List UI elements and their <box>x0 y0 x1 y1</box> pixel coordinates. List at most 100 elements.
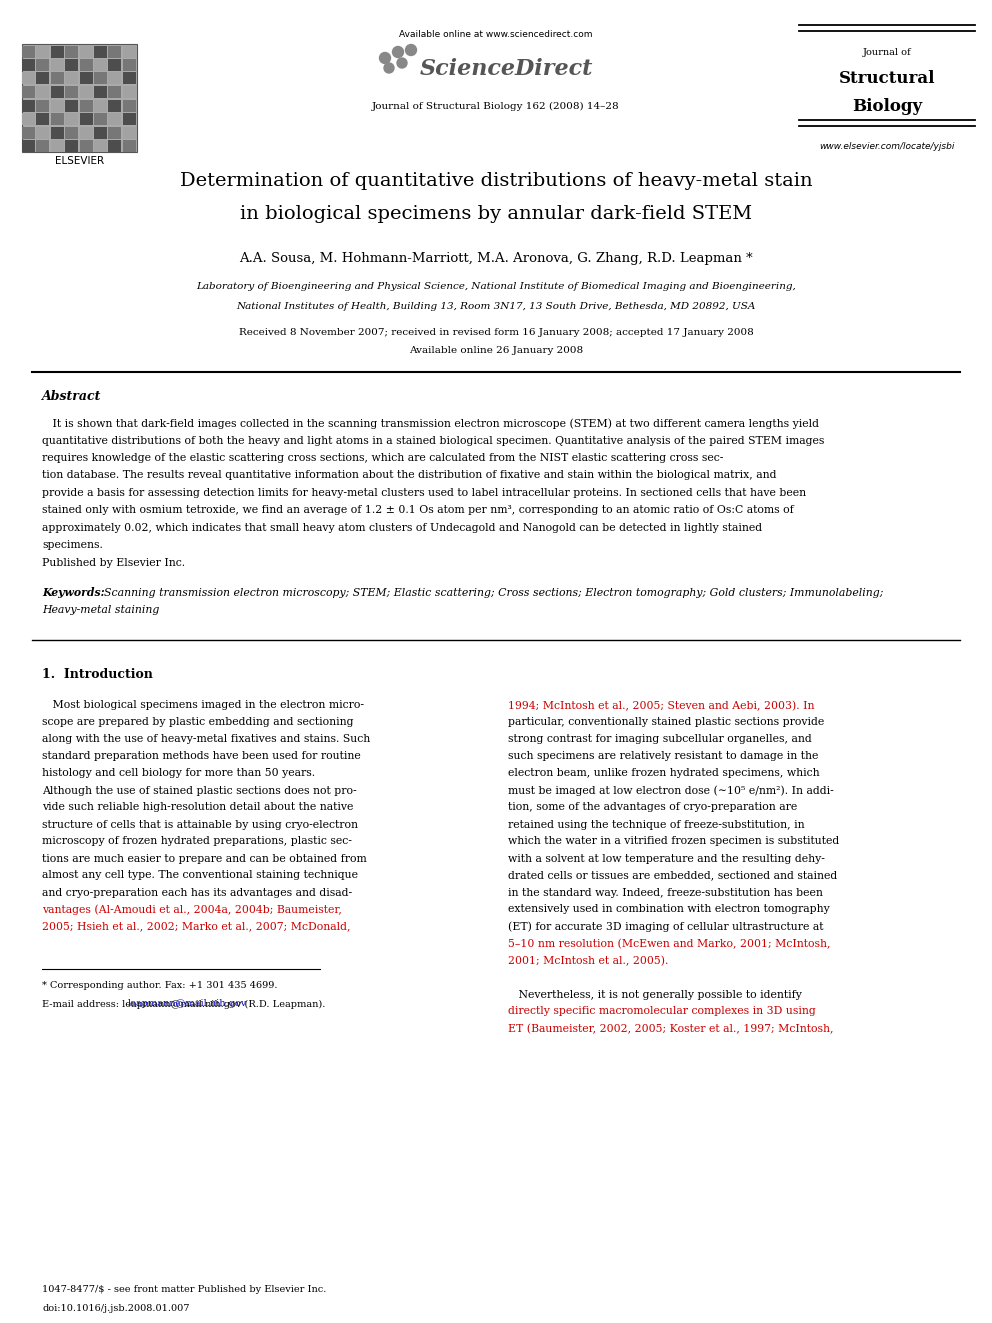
Text: vide such reliable high-resolution detail about the native: vide such reliable high-resolution detai… <box>42 803 353 812</box>
Text: along with the use of heavy-metal fixatives and stains. Such: along with the use of heavy-metal fixati… <box>42 734 370 745</box>
Text: retained using the technique of freeze-substitution, in: retained using the technique of freeze-s… <box>508 819 805 830</box>
Text: doi:10.1016/j.jsb.2008.01.007: doi:10.1016/j.jsb.2008.01.007 <box>42 1304 189 1312</box>
Text: Although the use of stained plastic sections does not pro-: Although the use of stained plastic sect… <box>42 786 357 795</box>
Text: Laboratory of Bioengineering and Physical Science, National Institute of Biomedi: Laboratory of Bioengineering and Physica… <box>196 282 796 291</box>
Text: scope are prepared by plastic embedding and sectioning: scope are prepared by plastic embedding … <box>42 717 353 728</box>
Bar <box>51 86 63 98</box>
Text: A.A. Sousa, M. Hohmann-Marriott, M.A. Aronova, G. Zhang, R.D. Leapman *: A.A. Sousa, M. Hohmann-Marriott, M.A. Ar… <box>239 251 753 265</box>
Bar <box>123 73 136 85</box>
Text: Biology: Biology <box>852 98 922 115</box>
Text: with a solvent at low temperature and the resulting dehy-: with a solvent at low temperature and th… <box>508 853 825 864</box>
Bar <box>37 127 50 139</box>
Text: tion, some of the advantages of cryo-preparation are: tion, some of the advantages of cryo-pre… <box>508 803 798 812</box>
Text: Received 8 November 2007; received in revised form 16 January 2008; accepted 17 : Received 8 November 2007; received in re… <box>239 328 753 337</box>
Bar <box>123 45 136 57</box>
Text: Structural: Structural <box>839 70 935 87</box>
Bar <box>79 140 92 152</box>
Text: histology and cell biology for more than 50 years.: histology and cell biology for more than… <box>42 769 315 778</box>
Bar <box>108 112 121 124</box>
Text: approximately 0.02, which indicates that small heavy atom clusters of Undecagold: approximately 0.02, which indicates that… <box>42 523 762 533</box>
Bar <box>65 45 78 57</box>
Text: specimens.: specimens. <box>42 541 103 550</box>
Text: drated cells or tissues are embedded, sectioned and stained: drated cells or tissues are embedded, se… <box>508 871 837 881</box>
Bar <box>108 73 121 85</box>
Bar <box>79 112 92 124</box>
Text: quantitative distributions of both the heavy and light atoms in a stained biolog: quantitative distributions of both the h… <box>42 435 824 446</box>
Text: stained only with osmium tetroxide, we find an average of 1.2 ± 0.1 Os atom per : stained only with osmium tetroxide, we f… <box>42 505 794 516</box>
Bar <box>108 127 121 139</box>
Bar <box>79 127 92 139</box>
Bar <box>22 60 35 71</box>
Bar <box>37 73 50 85</box>
Text: such specimens are relatively resistant to damage in the: such specimens are relatively resistant … <box>508 751 818 762</box>
Text: must be imaged at low electron dose (∼10⁵ e/nm²). In addi-: must be imaged at low electron dose (∼10… <box>508 786 833 796</box>
Bar <box>123 127 136 139</box>
Bar <box>22 73 35 85</box>
Text: extensively used in combination with electron tomography: extensively used in combination with ele… <box>508 905 829 914</box>
Text: Heavy-metal staining: Heavy-metal staining <box>42 605 160 615</box>
Bar <box>65 127 78 139</box>
Text: 1.  Introduction: 1. Introduction <box>42 668 153 681</box>
Text: provide a basis for assessing detection limits for heavy-metal clusters used to : provide a basis for assessing detection … <box>42 488 806 497</box>
Bar <box>79 60 92 71</box>
Circle shape <box>397 58 407 67</box>
Bar <box>94 60 107 71</box>
Bar <box>22 140 35 152</box>
Text: Keywords:: Keywords: <box>42 587 108 598</box>
Text: tions are much easier to prepare and can be obtained from: tions are much easier to prepare and can… <box>42 853 367 864</box>
Bar <box>37 60 50 71</box>
Text: 1047-8477/$ - see front matter Published by Elsevier Inc.: 1047-8477/$ - see front matter Published… <box>42 1285 326 1294</box>
Circle shape <box>380 53 391 64</box>
Text: Determination of quantitative distributions of heavy-metal stain: Determination of quantitative distributi… <box>180 172 812 191</box>
Bar <box>94 86 107 98</box>
Text: which the water in a vitrified frozen specimen is substituted: which the water in a vitrified frozen sp… <box>508 836 839 847</box>
Bar <box>123 60 136 71</box>
Bar <box>123 99 136 111</box>
Bar <box>51 45 63 57</box>
Text: structure of cells that is attainable by using cryo-electron: structure of cells that is attainable by… <box>42 819 358 830</box>
Text: in the standard way. Indeed, freeze-substitution has been: in the standard way. Indeed, freeze-subs… <box>508 888 823 897</box>
Text: and cryo-preparation each has its advantages and disad-: and cryo-preparation each has its advant… <box>42 888 352 897</box>
Bar <box>79 86 92 98</box>
Text: It is shown that dark-field images collected in the scanning transmission electr: It is shown that dark-field images colle… <box>42 418 819 429</box>
Bar <box>94 99 107 111</box>
Text: 2001; McIntosh et al., 2005).: 2001; McIntosh et al., 2005). <box>508 955 669 966</box>
Bar <box>51 127 63 139</box>
Bar <box>22 112 35 124</box>
Bar <box>65 112 78 124</box>
Bar <box>65 73 78 85</box>
Text: Most biological specimens imaged in the electron micro-: Most biological specimens imaged in the … <box>42 700 364 710</box>
Bar <box>94 73 107 85</box>
Text: Abstract: Abstract <box>42 390 101 404</box>
Text: electron beam, unlike frozen hydrated specimens, which: electron beam, unlike frozen hydrated sp… <box>508 769 819 778</box>
Bar <box>37 112 50 124</box>
Bar <box>51 60 63 71</box>
Bar <box>22 99 35 111</box>
Text: Published by Elsevier Inc.: Published by Elsevier Inc. <box>42 558 186 568</box>
Bar <box>22 45 35 57</box>
Bar <box>22 86 35 98</box>
Bar <box>65 86 78 98</box>
Text: vantages (Al-Amoudi et al., 2004a, 2004b; Baumeister,: vantages (Al-Amoudi et al., 2004a, 2004b… <box>42 905 342 916</box>
Text: * Corresponding author. Fax: +1 301 435 4699.: * Corresponding author. Fax: +1 301 435 … <box>42 980 278 990</box>
Circle shape <box>393 46 404 57</box>
Bar <box>79 45 92 57</box>
Bar <box>65 99 78 111</box>
Bar <box>79 99 92 111</box>
Text: Journal of Structural Biology 162 (2008) 14–28: Journal of Structural Biology 162 (2008)… <box>372 102 620 111</box>
Text: 1994; McIntosh et al., 2005; Steven and Aebi, 2003). In: 1994; McIntosh et al., 2005; Steven and … <box>508 700 814 710</box>
Text: leapmann@mail.nih.gov: leapmann@mail.nih.gov <box>128 999 247 1008</box>
Text: 2005; Hsieh et al., 2002; Marko et al., 2007; McDonald,: 2005; Hsieh et al., 2002; Marko et al., … <box>42 922 350 931</box>
Bar <box>123 140 136 152</box>
Bar <box>37 140 50 152</box>
Bar <box>65 140 78 152</box>
Bar <box>108 140 121 152</box>
Text: E-mail address: leapmann@mail.nih.gov (R.D. Leapman).: E-mail address: leapmann@mail.nih.gov (R… <box>42 999 325 1008</box>
Text: Available online at www.sciencedirect.com: Available online at www.sciencedirect.co… <box>399 30 593 38</box>
Text: almost any cell type. The conventional staining technique: almost any cell type. The conventional s… <box>42 871 358 881</box>
Bar <box>108 99 121 111</box>
Text: Available online 26 January 2008: Available online 26 January 2008 <box>409 347 583 355</box>
Circle shape <box>384 64 394 73</box>
Text: (ET) for accurate 3D imaging of cellular ultrastructure at: (ET) for accurate 3D imaging of cellular… <box>508 922 823 933</box>
Bar <box>123 112 136 124</box>
